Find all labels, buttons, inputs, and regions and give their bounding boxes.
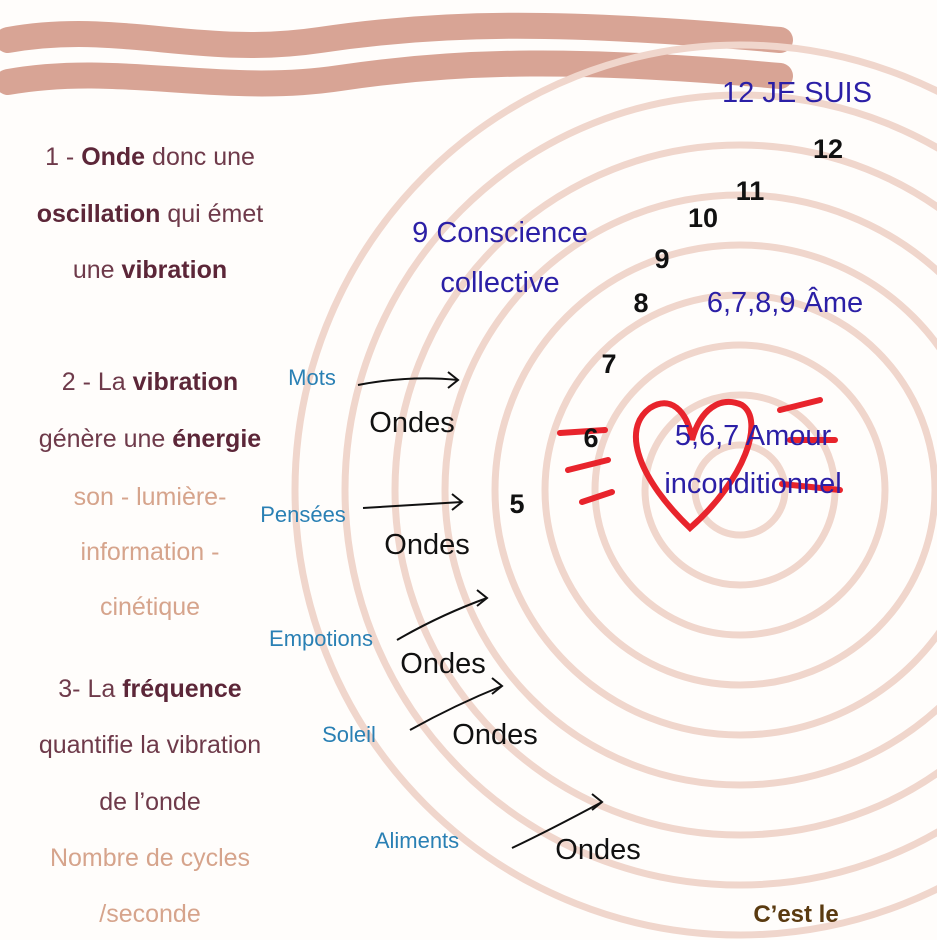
step-segment: fréquence — [122, 675, 242, 703]
step-line: son - lumière- — [74, 483, 227, 511]
source-label: Soleil — [322, 722, 376, 747]
step-line: cinétique — [100, 593, 200, 621]
level-label: 5,6,7 Amour — [675, 420, 832, 452]
step-segment: donc une — [145, 143, 255, 171]
level-label: 6,7,8,9 Âme — [707, 286, 863, 319]
level-label: inconditionnel — [664, 468, 841, 500]
step-segment: oscillation — [37, 200, 161, 228]
level-label: collective — [440, 267, 559, 299]
level-number: 10 — [688, 203, 718, 233]
step-segment: qui émet — [160, 200, 263, 228]
step-line: génère une énergie — [39, 425, 261, 453]
step-segment: de l’onde — [99, 788, 200, 816]
step-segment: une — [73, 256, 122, 284]
source-label: Empotions — [269, 626, 373, 651]
step-segment: génère une — [39, 425, 172, 453]
footer: C’est le — [753, 901, 838, 928]
step-segment: vibration — [122, 256, 228, 284]
level-number: 5 — [509, 489, 524, 519]
wave-label: Ondes — [369, 407, 454, 439]
arrow-head — [492, 678, 502, 694]
step-line: de l’onde — [99, 788, 200, 816]
level-number: 8 — [633, 288, 648, 318]
step-segment: Nombre de cycles — [50, 844, 250, 872]
step-segment: 1 - — [45, 143, 81, 171]
step-segment: information - — [81, 538, 220, 566]
arrow-head — [477, 590, 487, 606]
step-segment: son - lumière- — [74, 483, 227, 511]
step-line: 2 - La vibration — [62, 368, 238, 396]
wave-label: Ondes — [384, 529, 469, 561]
level-number: 7 — [601, 349, 616, 379]
arrows — [358, 372, 602, 848]
step-line: oscillation qui émet — [37, 200, 264, 228]
level-label: 12 JE SUIS — [722, 77, 872, 109]
wave-label: Ondes — [452, 719, 537, 751]
step-line: 1 - Onde donc une — [45, 143, 255, 171]
step-segment: 3- La — [58, 675, 122, 703]
level-number: 9 — [654, 244, 669, 274]
step-segment: /seconde — [99, 900, 200, 928]
source-label: Pensées — [260, 502, 346, 527]
step-line: /seconde — [99, 900, 200, 928]
step-line: une vibration — [73, 256, 227, 284]
level-label: 9 Conscience — [412, 217, 588, 249]
arrow — [358, 378, 458, 385]
step-segment: Onde — [81, 143, 145, 171]
step-segment: énergie — [172, 425, 261, 453]
step-segment: 2 - La — [62, 368, 133, 396]
level-number: 6 — [583, 423, 598, 453]
step-segment: vibration — [133, 368, 239, 396]
source-label: Mots — [288, 365, 336, 390]
level-number: 11 — [736, 176, 765, 206]
step-line: 3- La fréquence — [58, 675, 242, 703]
step-segment: cinétique — [100, 593, 200, 621]
infographic: 1 - Onde donc une oscillation qui émet une… — [0, 0, 937, 940]
step-line: quantifie la vibration — [39, 731, 261, 759]
step-segment: quantifie la vibration — [39, 731, 261, 759]
wave-label: Ondes — [400, 648, 485, 680]
level-number: 12 — [813, 134, 843, 164]
source-label: Aliments — [375, 828, 459, 853]
step-line: Nombre de cycles — [50, 844, 250, 872]
wave-label: Ondes — [555, 834, 640, 866]
step-line: information - — [81, 538, 220, 566]
